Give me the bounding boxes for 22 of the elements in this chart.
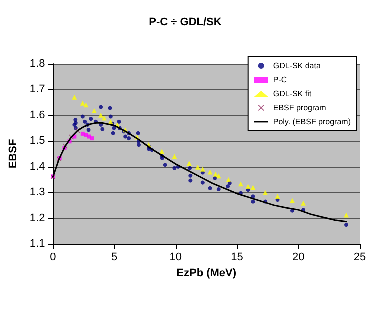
legend-label: EBSF program bbox=[273, 104, 327, 112]
x-tick-label: 15 bbox=[231, 252, 244, 264]
y-axis-title: EBSF bbox=[8, 139, 20, 169]
y-tick-label: 1.5 bbox=[30, 135, 46, 148]
y-tick-label: 1.1 bbox=[30, 238, 46, 250]
y-tick-label: 1.3 bbox=[30, 186, 46, 199]
y-tick-label: 1.4 bbox=[30, 160, 46, 173]
y-tick-label: 1.2 bbox=[30, 212, 46, 224]
legend-label: GDL-SK data bbox=[273, 62, 322, 70]
x-tick-label: 10 bbox=[170, 252, 182, 264]
x-tick-label: 25 bbox=[354, 252, 366, 264]
legend-label: P-C bbox=[273, 76, 288, 84]
y-tick-label: 1.6 bbox=[30, 109, 46, 122]
legend-label: GDL-SK fit bbox=[273, 90, 312, 98]
chart-title: P-C ÷ GDL/SK bbox=[149, 16, 222, 28]
y-tick-label: 1.7 bbox=[30, 84, 46, 96]
legend-label: Poly. (EBSF program) bbox=[273, 118, 352, 126]
x-tick-label: 20 bbox=[292, 252, 305, 264]
x-axis-title: EzPb (MeV) bbox=[176, 267, 237, 280]
y-tick-label: 1.8 bbox=[30, 58, 46, 70]
x-tick-label: 5 bbox=[111, 252, 118, 264]
x-tick-label: 0 bbox=[50, 252, 56, 264]
